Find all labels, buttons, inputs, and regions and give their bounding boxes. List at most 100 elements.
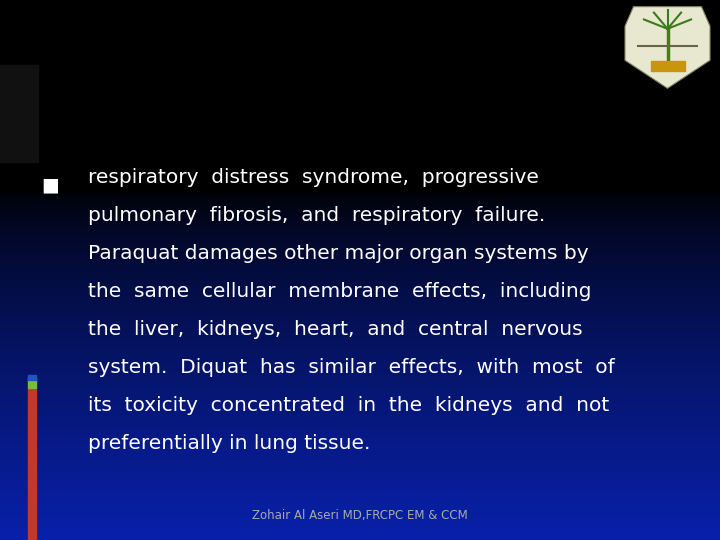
- Bar: [0, 375, 720, 377]
- Bar: [0, 124, 720, 126]
- Bar: [0, 449, 720, 451]
- Bar: [0, 336, 720, 338]
- Bar: [0, 275, 720, 276]
- Bar: [0, 254, 720, 255]
- Bar: [0, 113, 720, 115]
- Bar: [0, 55, 720, 57]
- Bar: [0, 192, 720, 193]
- Bar: [0, 68, 720, 69]
- Bar: [0, 22, 720, 23]
- Bar: [0, 30, 720, 31]
- Bar: [0, 114, 720, 116]
- Bar: [0, 468, 720, 470]
- Bar: [0, 217, 720, 219]
- Bar: [0, 313, 720, 314]
- Bar: [0, 426, 720, 427]
- Bar: [0, 17, 720, 19]
- Bar: [0, 529, 720, 530]
- Bar: [0, 356, 720, 357]
- Bar: [0, 342, 720, 343]
- Bar: [0, 415, 720, 416]
- Bar: [0, 386, 720, 388]
- Bar: [0, 90, 720, 92]
- Bar: [0, 25, 720, 27]
- Bar: [0, 366, 720, 367]
- Bar: [0, 28, 720, 30]
- Bar: [0, 357, 720, 359]
- Bar: [0, 401, 720, 402]
- Bar: [0, 36, 720, 38]
- Bar: [0, 327, 720, 328]
- Bar: [0, 262, 720, 263]
- Bar: [0, 339, 720, 340]
- Bar: [0, 274, 720, 275]
- Bar: [0, 111, 720, 112]
- Bar: [0, 278, 720, 280]
- Bar: [0, 65, 38, 162]
- Bar: [0, 268, 720, 270]
- Bar: [0, 472, 720, 474]
- Bar: [0, 195, 720, 197]
- Bar: [0, 302, 720, 303]
- Bar: [0, 259, 720, 261]
- Bar: [0, 119, 720, 120]
- Bar: [0, 256, 720, 258]
- Bar: [0, 528, 720, 529]
- Bar: [0, 447, 720, 448]
- Bar: [0, 255, 720, 256]
- Bar: [0, 346, 720, 347]
- Bar: [0, 483, 720, 485]
- Bar: [0, 20, 720, 22]
- Bar: [0, 514, 720, 516]
- Bar: [0, 208, 720, 209]
- Bar: [0, 378, 720, 379]
- Bar: [0, 49, 720, 50]
- Bar: [0, 9, 720, 11]
- Bar: [28, 375, 36, 380]
- Bar: [0, 167, 720, 168]
- Bar: [0, 178, 720, 179]
- Bar: [0, 252, 720, 254]
- Bar: [0, 442, 720, 443]
- Bar: [0, 6, 720, 8]
- Bar: [0, 0, 720, 162]
- Bar: [0, 435, 720, 436]
- Bar: [0, 497, 720, 498]
- Text: Paraquat damages other major organ systems by: Paraquat damages other major organ syste…: [88, 244, 589, 263]
- Bar: [0, 12, 720, 14]
- Bar: [0, 420, 720, 421]
- Bar: [0, 4, 720, 5]
- Bar: [0, 408, 720, 409]
- Bar: [0, 150, 720, 151]
- Bar: [0, 139, 720, 140]
- Bar: [0, 182, 720, 184]
- Bar: [0, 310, 720, 312]
- Bar: [0, 73, 720, 74]
- Bar: [0, 370, 720, 372]
- Bar: [0, 492, 720, 494]
- Bar: [0, 343, 720, 345]
- Bar: [0, 281, 720, 282]
- Bar: [0, 294, 720, 296]
- Bar: [0, 213, 720, 214]
- Bar: [0, 354, 720, 355]
- Bar: [0, 82, 720, 84]
- Bar: [0, 486, 720, 487]
- Bar: [0, 444, 720, 446]
- Bar: [0, 47, 720, 49]
- Bar: [0, 292, 720, 293]
- Bar: [0, 224, 720, 226]
- Bar: [0, 93, 720, 94]
- Bar: [0, 300, 720, 301]
- Bar: [0, 38, 720, 39]
- Bar: [0, 459, 720, 460]
- Bar: [0, 230, 720, 231]
- Bar: [0, 117, 720, 119]
- Bar: [0, 367, 720, 368]
- Bar: [0, 509, 720, 510]
- Bar: [0, 52, 720, 54]
- Bar: [0, 350, 720, 351]
- Bar: [0, 15, 720, 16]
- Bar: [0, 168, 720, 170]
- Bar: [0, 526, 720, 528]
